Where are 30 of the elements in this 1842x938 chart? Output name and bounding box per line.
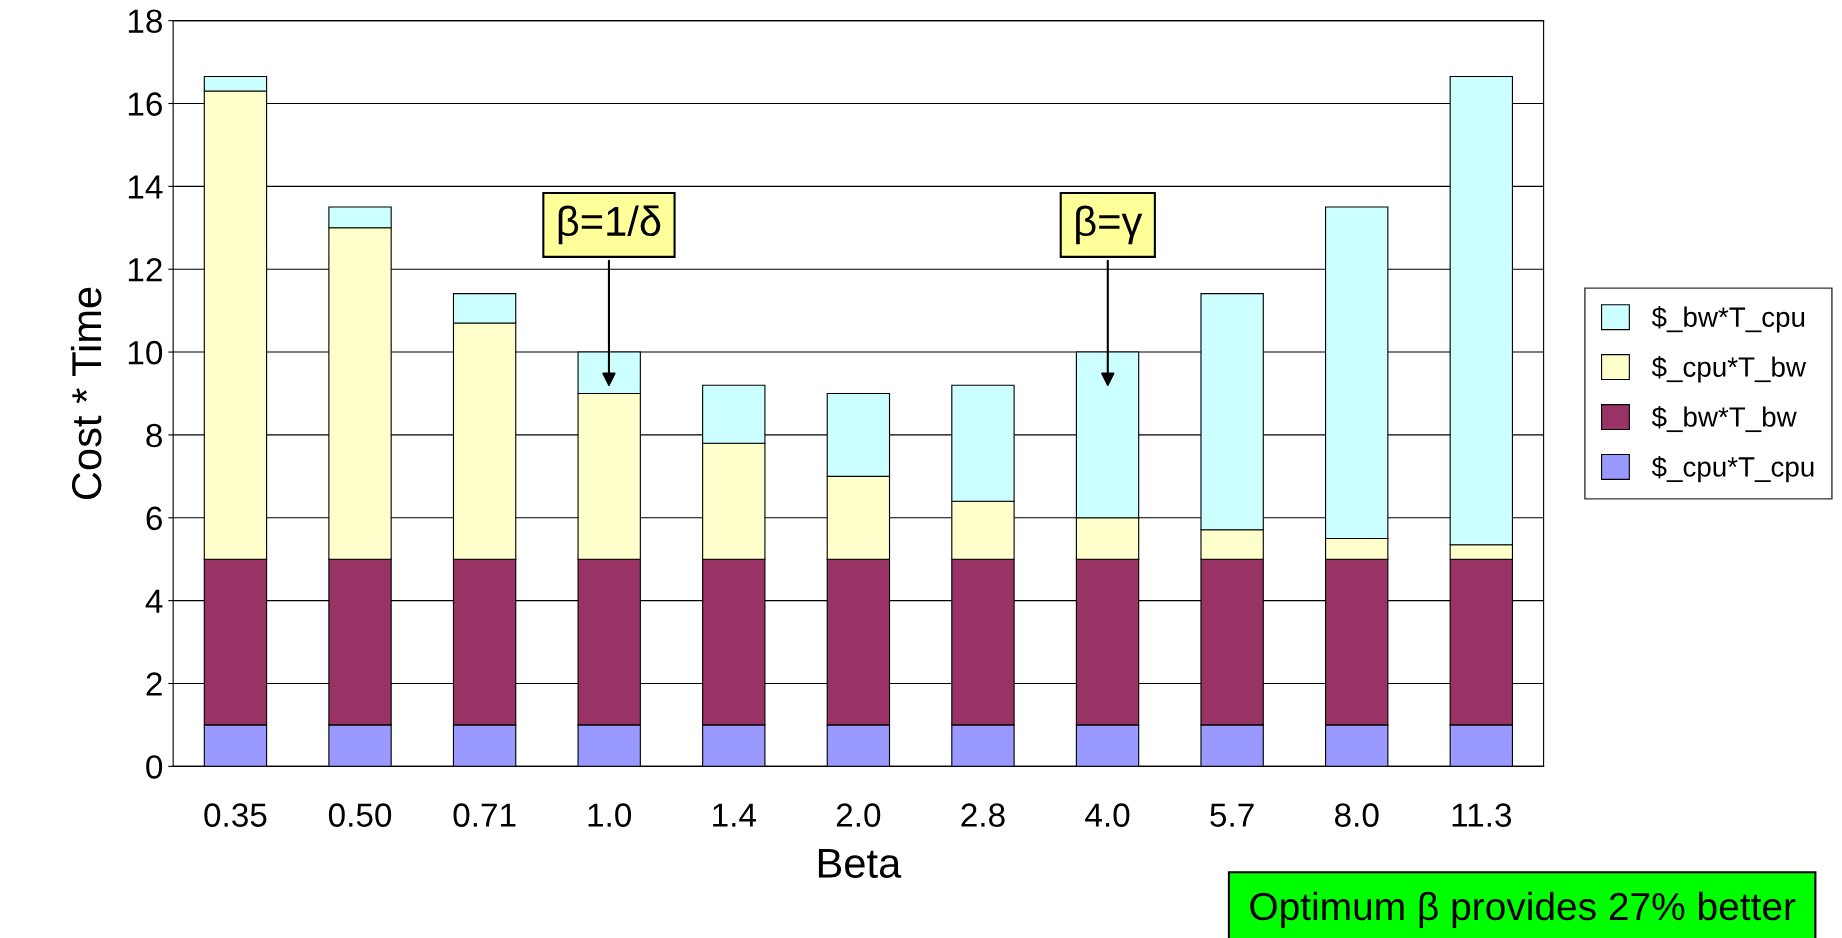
y-tick-label: 4 [145,589,163,613]
annotation: β=γ [1076,205,1143,245]
x-tick-label: 0.35 [204,803,267,827]
x-tick-label: 2.8 [961,803,1005,827]
legend-label: $_cpu*T_cpu [1651,455,1814,483]
x-axis-title: Beta [818,848,902,879]
y-tick-label: 14 [128,175,163,199]
x-tick-label: 5.7 [1210,803,1254,827]
x-tick-label: 0.50 [328,803,392,827]
x-tick-label: 1.4 [713,803,756,827]
y-tick-label: 16 [128,92,162,116]
x-tick-label: 0.71 [453,803,516,827]
x-tick-label: 1.0 [588,803,632,827]
y-tick-label: 0 [146,755,163,779]
text: Optimum β provides 27% better [1250,891,1796,928]
x-tick-label: 11.3 [1452,803,1512,827]
y-tick-label: 10 [128,340,163,365]
x-tick-label: 4.0 [1085,803,1130,827]
y-axis-title: Cost * Time [70,287,102,500]
y-tick-label: 2 [146,672,162,696]
y-tick-label: 12 [128,258,162,282]
annotation: β=1/δ [558,205,661,245]
y-tick-label: 6 [146,506,162,531]
y-tick-label: 8 [146,423,162,448]
legend-label: $_cpu*T_bw [1651,356,1807,383]
legend-label: $_bw*T_bw [1651,405,1797,433]
y-tick-label: 18 [128,9,162,34]
x-tick-label: 2.0 [836,803,881,827]
x-tick-label: 8.0 [1335,803,1379,827]
legend-label: $_bw*T_cpu [1651,306,1805,333]
